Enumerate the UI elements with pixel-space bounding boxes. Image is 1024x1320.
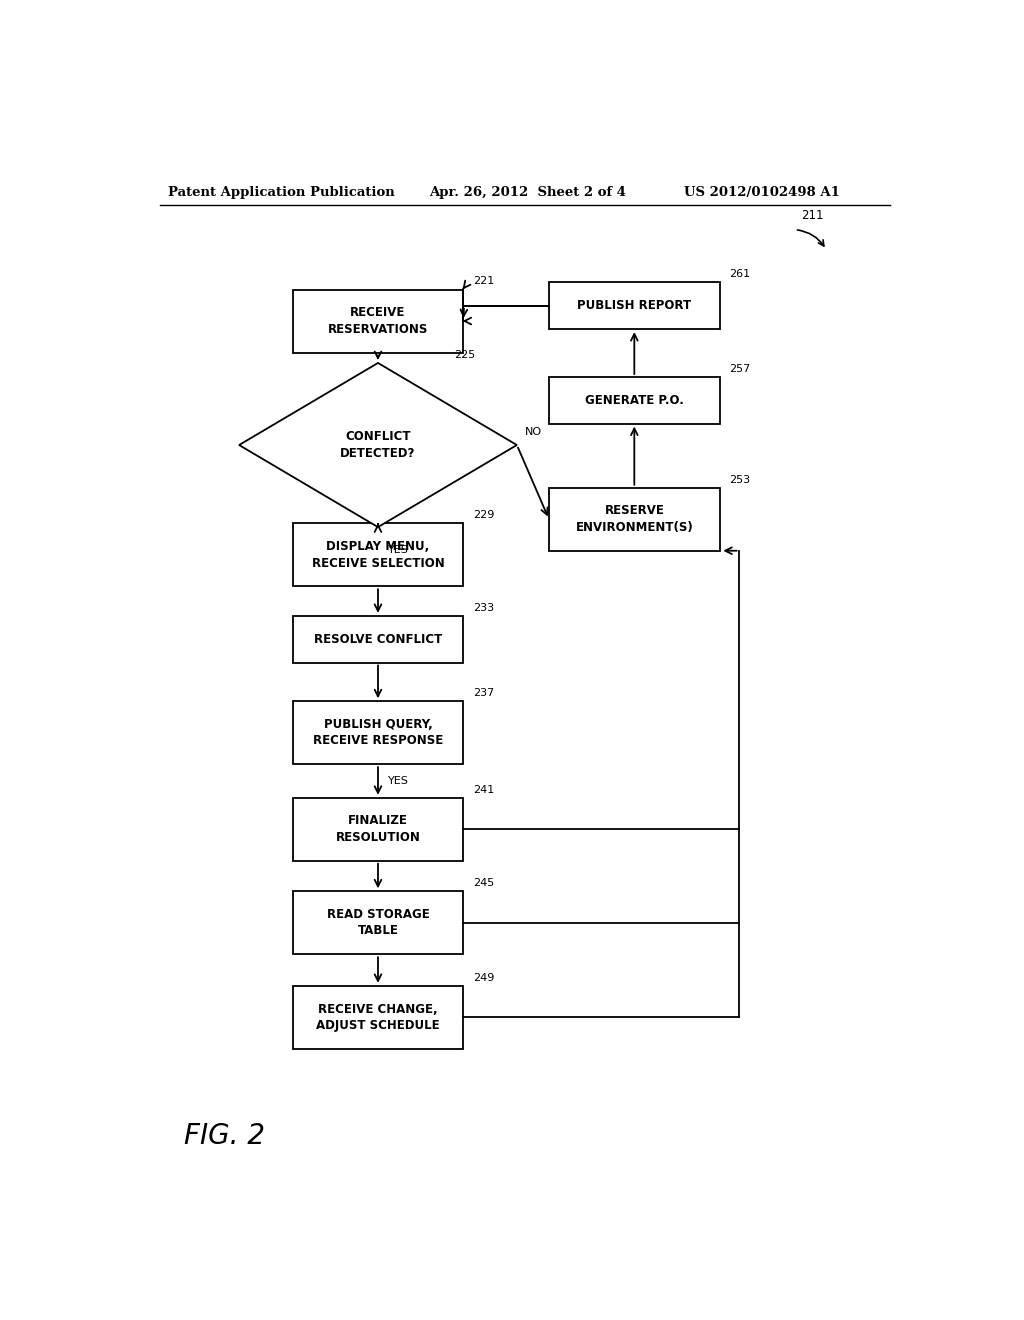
FancyBboxPatch shape [293,701,463,764]
Text: 229: 229 [473,511,495,520]
Text: GENERATE P.O.: GENERATE P.O. [585,393,684,407]
Text: 245: 245 [473,878,494,888]
Text: 225: 225 [455,350,475,360]
FancyBboxPatch shape [293,289,463,352]
Text: FINALIZE
RESOLUTION: FINALIZE RESOLUTION [336,814,421,843]
Text: 241: 241 [473,784,494,795]
Text: NO: NO [524,426,542,437]
Text: 237: 237 [473,688,494,698]
FancyBboxPatch shape [549,487,720,550]
Text: RECEIVE CHANGE,
ADJUST SCHEDULE: RECEIVE CHANGE, ADJUST SCHEDULE [316,1002,439,1032]
Text: READ STORAGE
TABLE: READ STORAGE TABLE [327,908,429,937]
Text: RESOLVE CONFLICT: RESOLVE CONFLICT [314,632,442,645]
FancyBboxPatch shape [549,282,720,329]
Text: YES: YES [387,776,409,785]
Text: YES: YES [387,545,409,556]
FancyBboxPatch shape [549,378,720,424]
Text: PUBLISH REPORT: PUBLISH REPORT [578,300,691,313]
FancyBboxPatch shape [293,891,463,954]
Text: CONFLICT
DETECTED?: CONFLICT DETECTED? [340,430,416,459]
Text: 261: 261 [729,269,751,280]
Text: 211: 211 [801,210,823,223]
Text: DISPLAY MENU,
RECEIVE SELECTION: DISPLAY MENU, RECEIVE SELECTION [311,540,444,569]
FancyBboxPatch shape [293,615,463,663]
Text: 253: 253 [729,475,751,484]
Text: US 2012/0102498 A1: US 2012/0102498 A1 [684,186,840,199]
Text: PUBLISH QUERY,
RECEIVE RESPONSE: PUBLISH QUERY, RECEIVE RESPONSE [313,718,443,747]
FancyBboxPatch shape [293,523,463,586]
Text: RECEIVE
RESERVATIONS: RECEIVE RESERVATIONS [328,306,428,335]
Text: RESERVE
ENVIRONMENT(S): RESERVE ENVIRONMENT(S) [575,504,693,535]
Text: 221: 221 [473,276,494,286]
FancyBboxPatch shape [293,986,463,1049]
Text: Apr. 26, 2012  Sheet 2 of 4: Apr. 26, 2012 Sheet 2 of 4 [430,186,627,199]
Text: 257: 257 [729,364,751,374]
Polygon shape [240,363,517,527]
Text: 233: 233 [473,603,494,612]
Text: 249: 249 [473,973,495,982]
Text: Patent Application Publication: Patent Application Publication [168,186,394,199]
Text: FIG. 2: FIG. 2 [183,1122,264,1150]
FancyBboxPatch shape [293,797,463,861]
